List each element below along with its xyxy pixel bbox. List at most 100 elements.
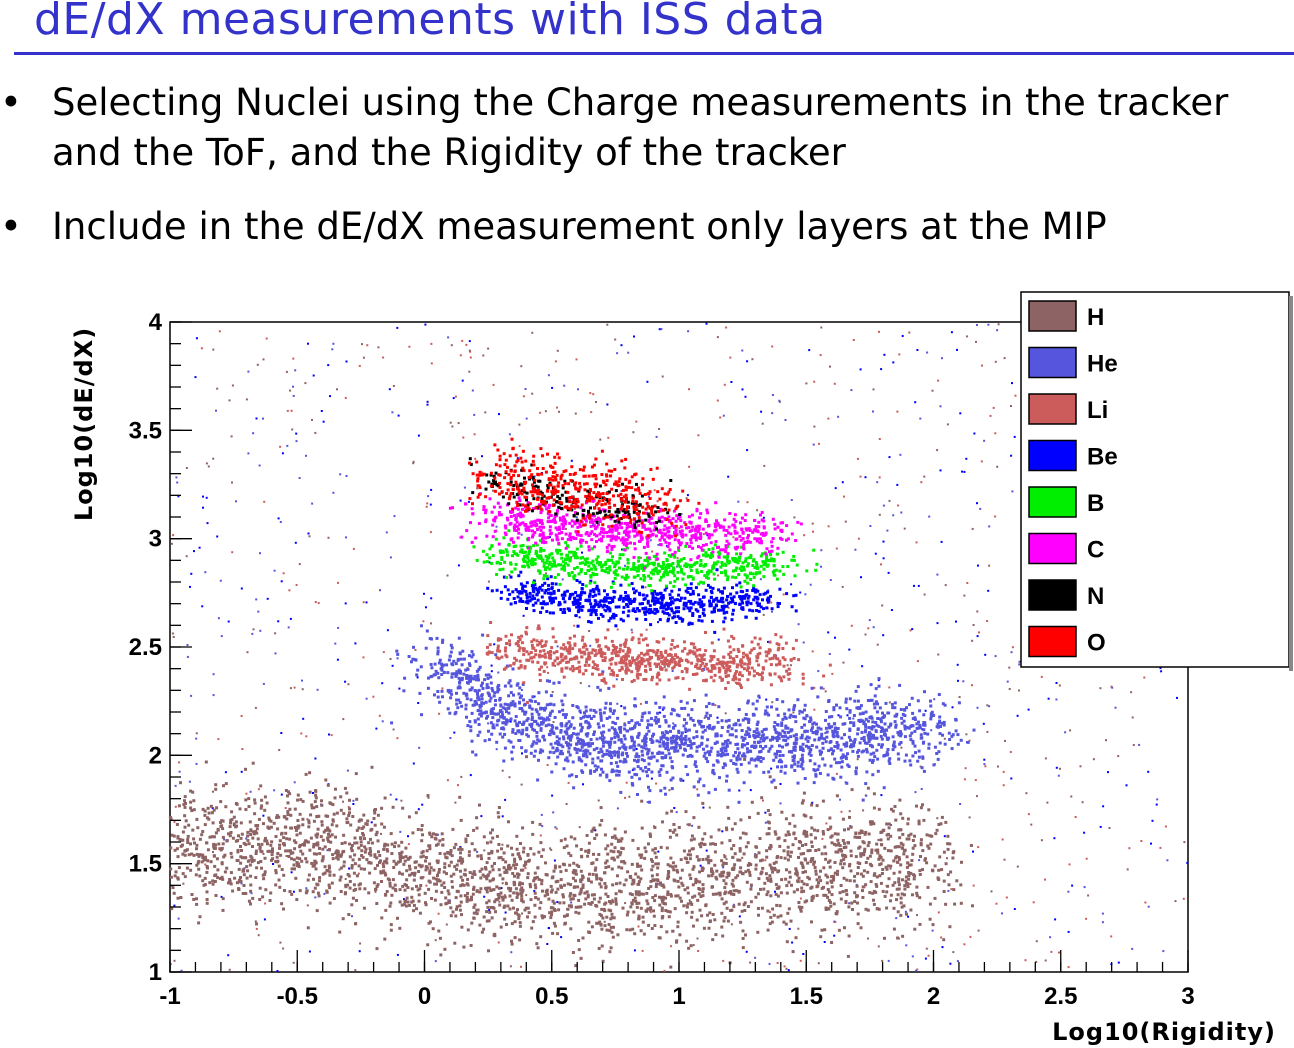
data-point-h [393,845,396,849]
data-point-background [968,739,971,742]
data-point-he [487,729,490,733]
data-point-he [719,734,723,738]
data-point-h [407,815,411,819]
data-point-h [687,823,691,827]
data-point-h [228,825,232,829]
data-point-background [1025,792,1028,795]
data-point-he [537,712,541,716]
data-point-he [486,676,490,680]
data-point-he [690,754,694,758]
data-point-h [610,842,614,846]
data-point-h [472,828,476,832]
data-point-h [635,902,639,905]
data-point-background [1054,918,1057,921]
data-point-he [891,748,895,752]
data-point-he [899,741,903,744]
data-point-h [825,881,829,885]
data-point-background [988,564,991,567]
data-point-h [491,828,494,832]
data-point-h [361,832,365,835]
data-point-he [600,759,604,763]
data-point-he [637,743,641,747]
data-point-h [836,850,840,854]
data-point-background [1150,842,1152,845]
data-point-h [560,885,563,889]
data-point-h [577,939,581,942]
data-point-h [691,867,695,871]
data-point-h [229,821,232,825]
data-point-he [596,765,600,769]
data-point-h [330,823,334,827]
data-point-background [362,601,365,604]
data-point-he [564,758,567,762]
data-point-he [528,706,532,709]
data-point-he [607,686,611,690]
data-point-h [460,857,464,861]
data-point-h [720,925,724,929]
data-point-h [267,816,271,820]
data-point-background [811,522,814,525]
data-point-background [365,601,368,604]
data-point-background [551,794,554,797]
data-point-h [232,815,236,819]
data-point-he [420,713,423,717]
data-point-background [231,384,234,387]
data-point-background [930,729,933,732]
data-point-h [646,902,650,906]
data-point-h [210,835,214,839]
data-point-h [588,872,591,876]
data-point-h [607,923,611,926]
data-point-background [510,951,513,954]
data-point-background [813,686,816,689]
data-point-background [560,936,563,939]
data-point-h [276,859,280,863]
data-point-background [195,762,198,765]
data-point-background [1009,751,1012,753]
data-point-h [351,815,355,818]
data-point-h [885,822,889,826]
data-point-h [515,896,519,899]
data-point-background [908,331,911,334]
data-point-background [488,561,491,564]
data-point-he [793,754,796,758]
data-point-h [534,896,538,900]
data-point-background [202,495,204,498]
data-point-h [572,861,576,865]
data-point-h [676,870,680,874]
data-point-he [548,750,552,754]
data-point-h [892,859,896,863]
data-point-h [366,819,370,823]
data-point-h [292,839,296,843]
data-point-h [437,870,441,874]
data-point-he [864,782,868,786]
data-point-he [898,742,902,746]
data-point-h [213,880,217,883]
data-point-h [805,830,809,834]
data-point-h [239,879,243,883]
data-point-background [924,957,927,960]
data-point-he [740,745,744,749]
data-point-h [668,835,672,839]
data-point-he [459,657,463,661]
data-point-h [206,859,210,863]
data-point-h [866,870,870,874]
data-point-background [382,356,385,359]
data-point-h [629,905,633,909]
data-point-h [532,852,536,856]
data-point-h [519,842,522,845]
data-point-h [767,832,771,836]
data-point-he [840,760,844,764]
data-point-he [751,744,755,748]
data-point-background [379,589,381,592]
data-point-h [692,837,696,841]
data-point-h [288,837,292,841]
data-point-background [541,825,544,828]
data-point-he [664,792,667,796]
data-point-he [589,769,593,773]
data-point-h [700,841,703,845]
data-point-background [834,487,837,490]
data-point-background [180,969,183,972]
data-point-background [955,620,957,623]
data-point-h [504,868,508,872]
data-point-h [442,870,446,874]
